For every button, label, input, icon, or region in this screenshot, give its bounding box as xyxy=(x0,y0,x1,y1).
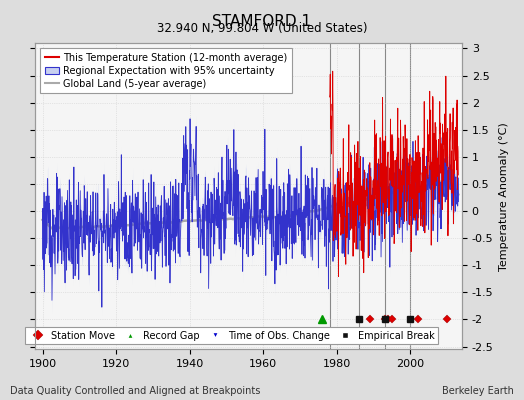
Text: 32.940 N, 99.804 W (United States): 32.940 N, 99.804 W (United States) xyxy=(157,22,367,35)
Text: Berkeley Earth: Berkeley Earth xyxy=(442,386,514,396)
Text: Data Quality Controlled and Aligned at Breakpoints: Data Quality Controlled and Aligned at B… xyxy=(10,386,261,396)
Legend: Station Move, Record Gap, Time of Obs. Change, Empirical Break: Station Move, Record Gap, Time of Obs. C… xyxy=(25,327,439,344)
Text: STAMFORD 1: STAMFORD 1 xyxy=(212,14,312,29)
Y-axis label: Temperature Anomaly (°C): Temperature Anomaly (°C) xyxy=(499,122,509,270)
